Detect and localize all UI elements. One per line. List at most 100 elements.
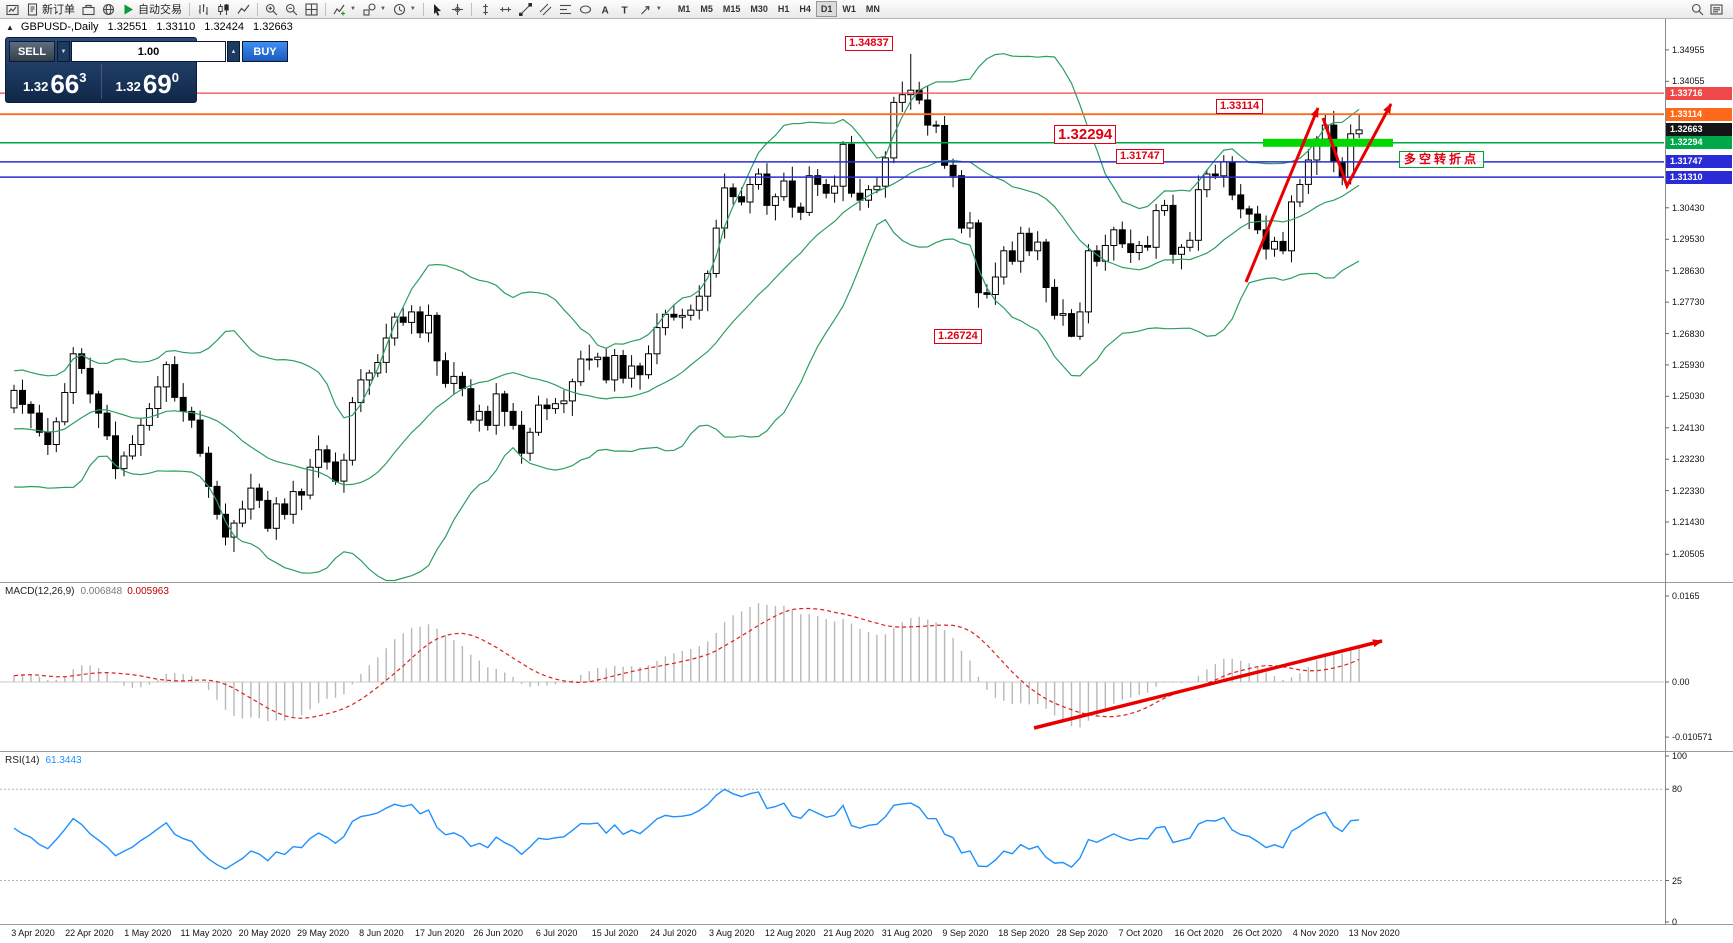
zoom-out-button[interactable]: [282, 1, 301, 18]
channel-tool-button[interactable]: [536, 1, 555, 18]
candles-glyph: [218, 3, 229, 15]
horizontal-line-tool-button[interactable]: [496, 1, 515, 18]
rsi-axis-tick: 100: [1672, 751, 1688, 761]
label-tool-button[interactable]: T: [616, 1, 635, 18]
new-order-button-label: 新订单: [42, 4, 75, 16]
text-tool-button[interactable]: A: [596, 1, 615, 18]
date-label: 13 Nov 2020: [1348, 928, 1400, 938]
trend-arrows[interactable]: [1033, 103, 1393, 730]
sell-price-point: 3: [79, 70, 87, 85]
textA-glyph: A: [601, 5, 608, 16]
periods-menu-button[interactable]: ▼: [390, 1, 419, 18]
timeframe-w1-button[interactable]: W1: [837, 1, 861, 17]
volume-increase-button[interactable]: ▲: [227, 41, 240, 62]
shapes-tool-button[interactable]: [576, 1, 595, 18]
price-tag: 1.33716: [1666, 86, 1732, 100]
trendline-tool-button[interactable]: [516, 1, 535, 18]
trend-arrow[interactable]: [1033, 639, 1383, 730]
chart-price-label[interactable]: 1.31747: [1116, 149, 1164, 164]
buy-price-point: 0: [171, 70, 179, 85]
timeframe-h4-button[interactable]: H4: [794, 1, 816, 17]
new-order-button[interactable]: 新订单: [23, 1, 78, 18]
date-label: 15 Jul 2020: [591, 928, 639, 938]
rsi-indicator-label: RSI(14) 61.3443: [5, 755, 82, 766]
zoom-in-button[interactable]: [262, 1, 281, 18]
objects-menu-button[interactable]: ▼: [360, 1, 389, 18]
market-watch-icon[interactable]: [99, 1, 118, 18]
vertical-line-tool-button[interactable]: [476, 1, 495, 18]
volume-stepper: ▼ ▲: [57, 41, 240, 62]
arrows-tool-button[interactable]: ▼: [636, 1, 665, 18]
toolbar-separator: [189, 2, 190, 16]
price-tag: 1.32663: [1666, 123, 1732, 137]
date-label: 3 Apr 2020: [11, 928, 55, 938]
cursor-tool-button[interactable]: [428, 1, 447, 18]
tile-windows-icon[interactable]: [302, 1, 321, 18]
timeframe-mn-button[interactable]: MN: [861, 1, 885, 17]
chevron-down-icon: ▼: [409, 6, 416, 12]
macd-axis-tick: 0.00: [1672, 677, 1690, 687]
buy-price[interactable]: 1.32 69 0: [102, 64, 194, 99]
price-axis-tick: 1.29530: [1672, 234, 1705, 245]
price-axis-tick: 1.34955: [1672, 44, 1705, 55]
volume-decrease-button[interactable]: ▼: [57, 41, 70, 62]
line-chart-mode-button[interactable]: [234, 1, 253, 18]
trend-arrow[interactable]: [1244, 107, 1320, 283]
trade-panel-toggle-icon[interactable]: ▲: [6, 22, 14, 32]
bar-chart-mode-button[interactable]: [194, 1, 213, 18]
timeframe-group: M1 M5 M15 M30 H1 H4 D1 W1 MN: [673, 1, 885, 17]
timeframe-m1-button[interactable]: M1: [673, 1, 696, 17]
arrowtool-glyph: [640, 5, 650, 14]
symbol-name: GBPUSD-,Daily: [20, 21, 99, 33]
fibonacci-tool-button[interactable]: [556, 1, 575, 18]
toolbox-icon[interactable]: [79, 1, 98, 18]
macd-signal-value: 0.005963: [127, 586, 169, 597]
zoomout-glyph: [285, 3, 298, 15]
sell-button[interactable]: SELL: [9, 41, 55, 62]
open-value: 1.32551: [107, 21, 148, 33]
sell-price[interactable]: 1.32 66 3: [9, 64, 102, 99]
search-icon[interactable]: [1688, 1, 1707, 18]
rsi-line: [13, 788, 1360, 870]
autotrading-button-label: 自动交易: [138, 4, 182, 16]
candlestick-mode-button[interactable]: [214, 1, 233, 18]
turning-point-note[interactable]: 多空转折点: [1399, 151, 1485, 168]
timeframe-m30-button[interactable]: M30: [745, 1, 773, 17]
timeframe-h1-button[interactable]: H1: [773, 1, 795, 17]
svg-text:A: A: [601, 5, 608, 16]
timeframe-m15-button[interactable]: M15: [718, 1, 746, 17]
macd-main-value: 0.006848: [80, 586, 123, 597]
order-glyph: [27, 2, 38, 16]
toolbar-separator: [422, 2, 424, 16]
chart-price-label[interactable]: 1.26724: [934, 329, 982, 344]
new-chart-icon[interactable]: [3, 1, 22, 18]
list-glyph: [1710, 3, 1723, 15]
chart-price-label[interactable]: 1.34837: [845, 36, 893, 51]
trend-glyph: [518, 2, 532, 16]
trend-arrow[interactable]: [1321, 103, 1393, 190]
date-label: 6 Jul 2020: [535, 928, 578, 938]
objects-glyph: [363, 2, 376, 16]
crosshair-tool-button[interactable]: [448, 1, 467, 18]
price-tag: 1.31310: [1666, 170, 1732, 184]
chart-price-label[interactable]: 1.33114: [1216, 99, 1264, 114]
autotrading-button[interactable]: 自动交易: [119, 1, 185, 18]
zoomin-glyph: [265, 3, 278, 15]
rsi-axis-tick: 80: [1672, 784, 1683, 795]
timeframe-m5-button[interactable]: M5: [695, 1, 718, 17]
horizontal-lines[interactable]: [0, 92, 1664, 178]
macd-axis-tick: -0.010571: [1672, 732, 1713, 743]
data-window-icon[interactable]: [1707, 1, 1726, 18]
buy-button[interactable]: BUY: [242, 41, 288, 62]
volume-input[interactable]: [71, 41, 226, 62]
channel-glyph: [539, 3, 552, 15]
price-axis-tick: 1.24130: [1672, 422, 1705, 433]
fibo-glyph: [559, 4, 571, 14]
indicators-menu-button[interactable]: ▼: [330, 1, 359, 18]
timeframe-d1-button[interactable]: D1: [815, 1, 838, 17]
support-band[interactable]: [1263, 138, 1393, 147]
chart-price-label[interactable]: 1.32294: [1054, 125, 1117, 144]
candlestick-series: [10, 54, 1363, 552]
